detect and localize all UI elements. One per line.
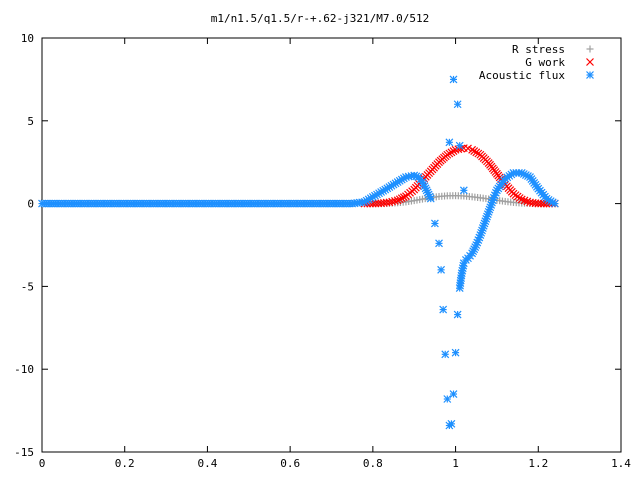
axis-ticks: 0 0.2 0.4 0.6 0.8 1 1.2 1.4 10 5 0 -5 -10 -15 <box>14 32 631 470</box>
data-point <box>453 100 462 109</box>
x-tick-label: 1 <box>452 457 459 470</box>
legend-marker <box>586 71 594 79</box>
x-tick-label: 1.2 <box>528 457 548 470</box>
y-tick-label: 5 <box>27 115 34 128</box>
x-tick-label: 0.6 <box>280 457 300 470</box>
legend-label: Acoustic flux <box>479 69 565 82</box>
data-point <box>426 194 435 203</box>
data-point <box>435 239 443 248</box>
chart-title: m1/n1.5/q1.5/r-+.62-j321/M7.0/512 <box>211 12 430 25</box>
data-point <box>455 141 464 150</box>
data-point <box>447 419 456 428</box>
x-tick-label: 0.8 <box>363 457 383 470</box>
data-point <box>443 395 452 403</box>
data-point <box>439 305 448 314</box>
data-point <box>390 197 399 205</box>
y-tick-label: -10 <box>14 363 34 376</box>
series-1 <box>360 144 559 208</box>
data-point <box>397 194 406 203</box>
data-point <box>459 186 468 195</box>
series-2 <box>38 169 559 430</box>
data-point <box>399 193 408 202</box>
x-tick-label: 0.4 <box>197 457 217 470</box>
data-point <box>445 138 454 147</box>
x-tick-label: 0 <box>39 457 46 470</box>
y-tick-label: -15 <box>14 446 34 459</box>
data-point <box>395 195 404 204</box>
data-point <box>517 195 526 204</box>
data-point <box>550 199 559 208</box>
data-point <box>437 265 446 274</box>
data-point <box>393 196 402 205</box>
legend-marker <box>586 45 594 53</box>
data-point <box>520 196 529 205</box>
plot-frame <box>41 37 622 453</box>
legend-marker <box>586 58 594 66</box>
data-marks <box>38 75 559 430</box>
legend-label: R stress <box>512 43 565 56</box>
data-point <box>441 350 450 359</box>
series-3 <box>445 75 468 195</box>
x-tick-label: 1.4 <box>611 457 631 470</box>
y-tick-label: 10 <box>21 32 34 45</box>
legend-label: G work <box>525 56 565 69</box>
y-tick-label: -5 <box>21 280 34 293</box>
data-point <box>449 390 458 398</box>
data-point <box>451 348 460 357</box>
data-point <box>430 219 439 228</box>
data-point <box>449 75 458 84</box>
data-point <box>453 310 462 319</box>
x-tick-label: 0.2 <box>115 457 135 470</box>
y-tick-label: 0 <box>27 198 34 211</box>
